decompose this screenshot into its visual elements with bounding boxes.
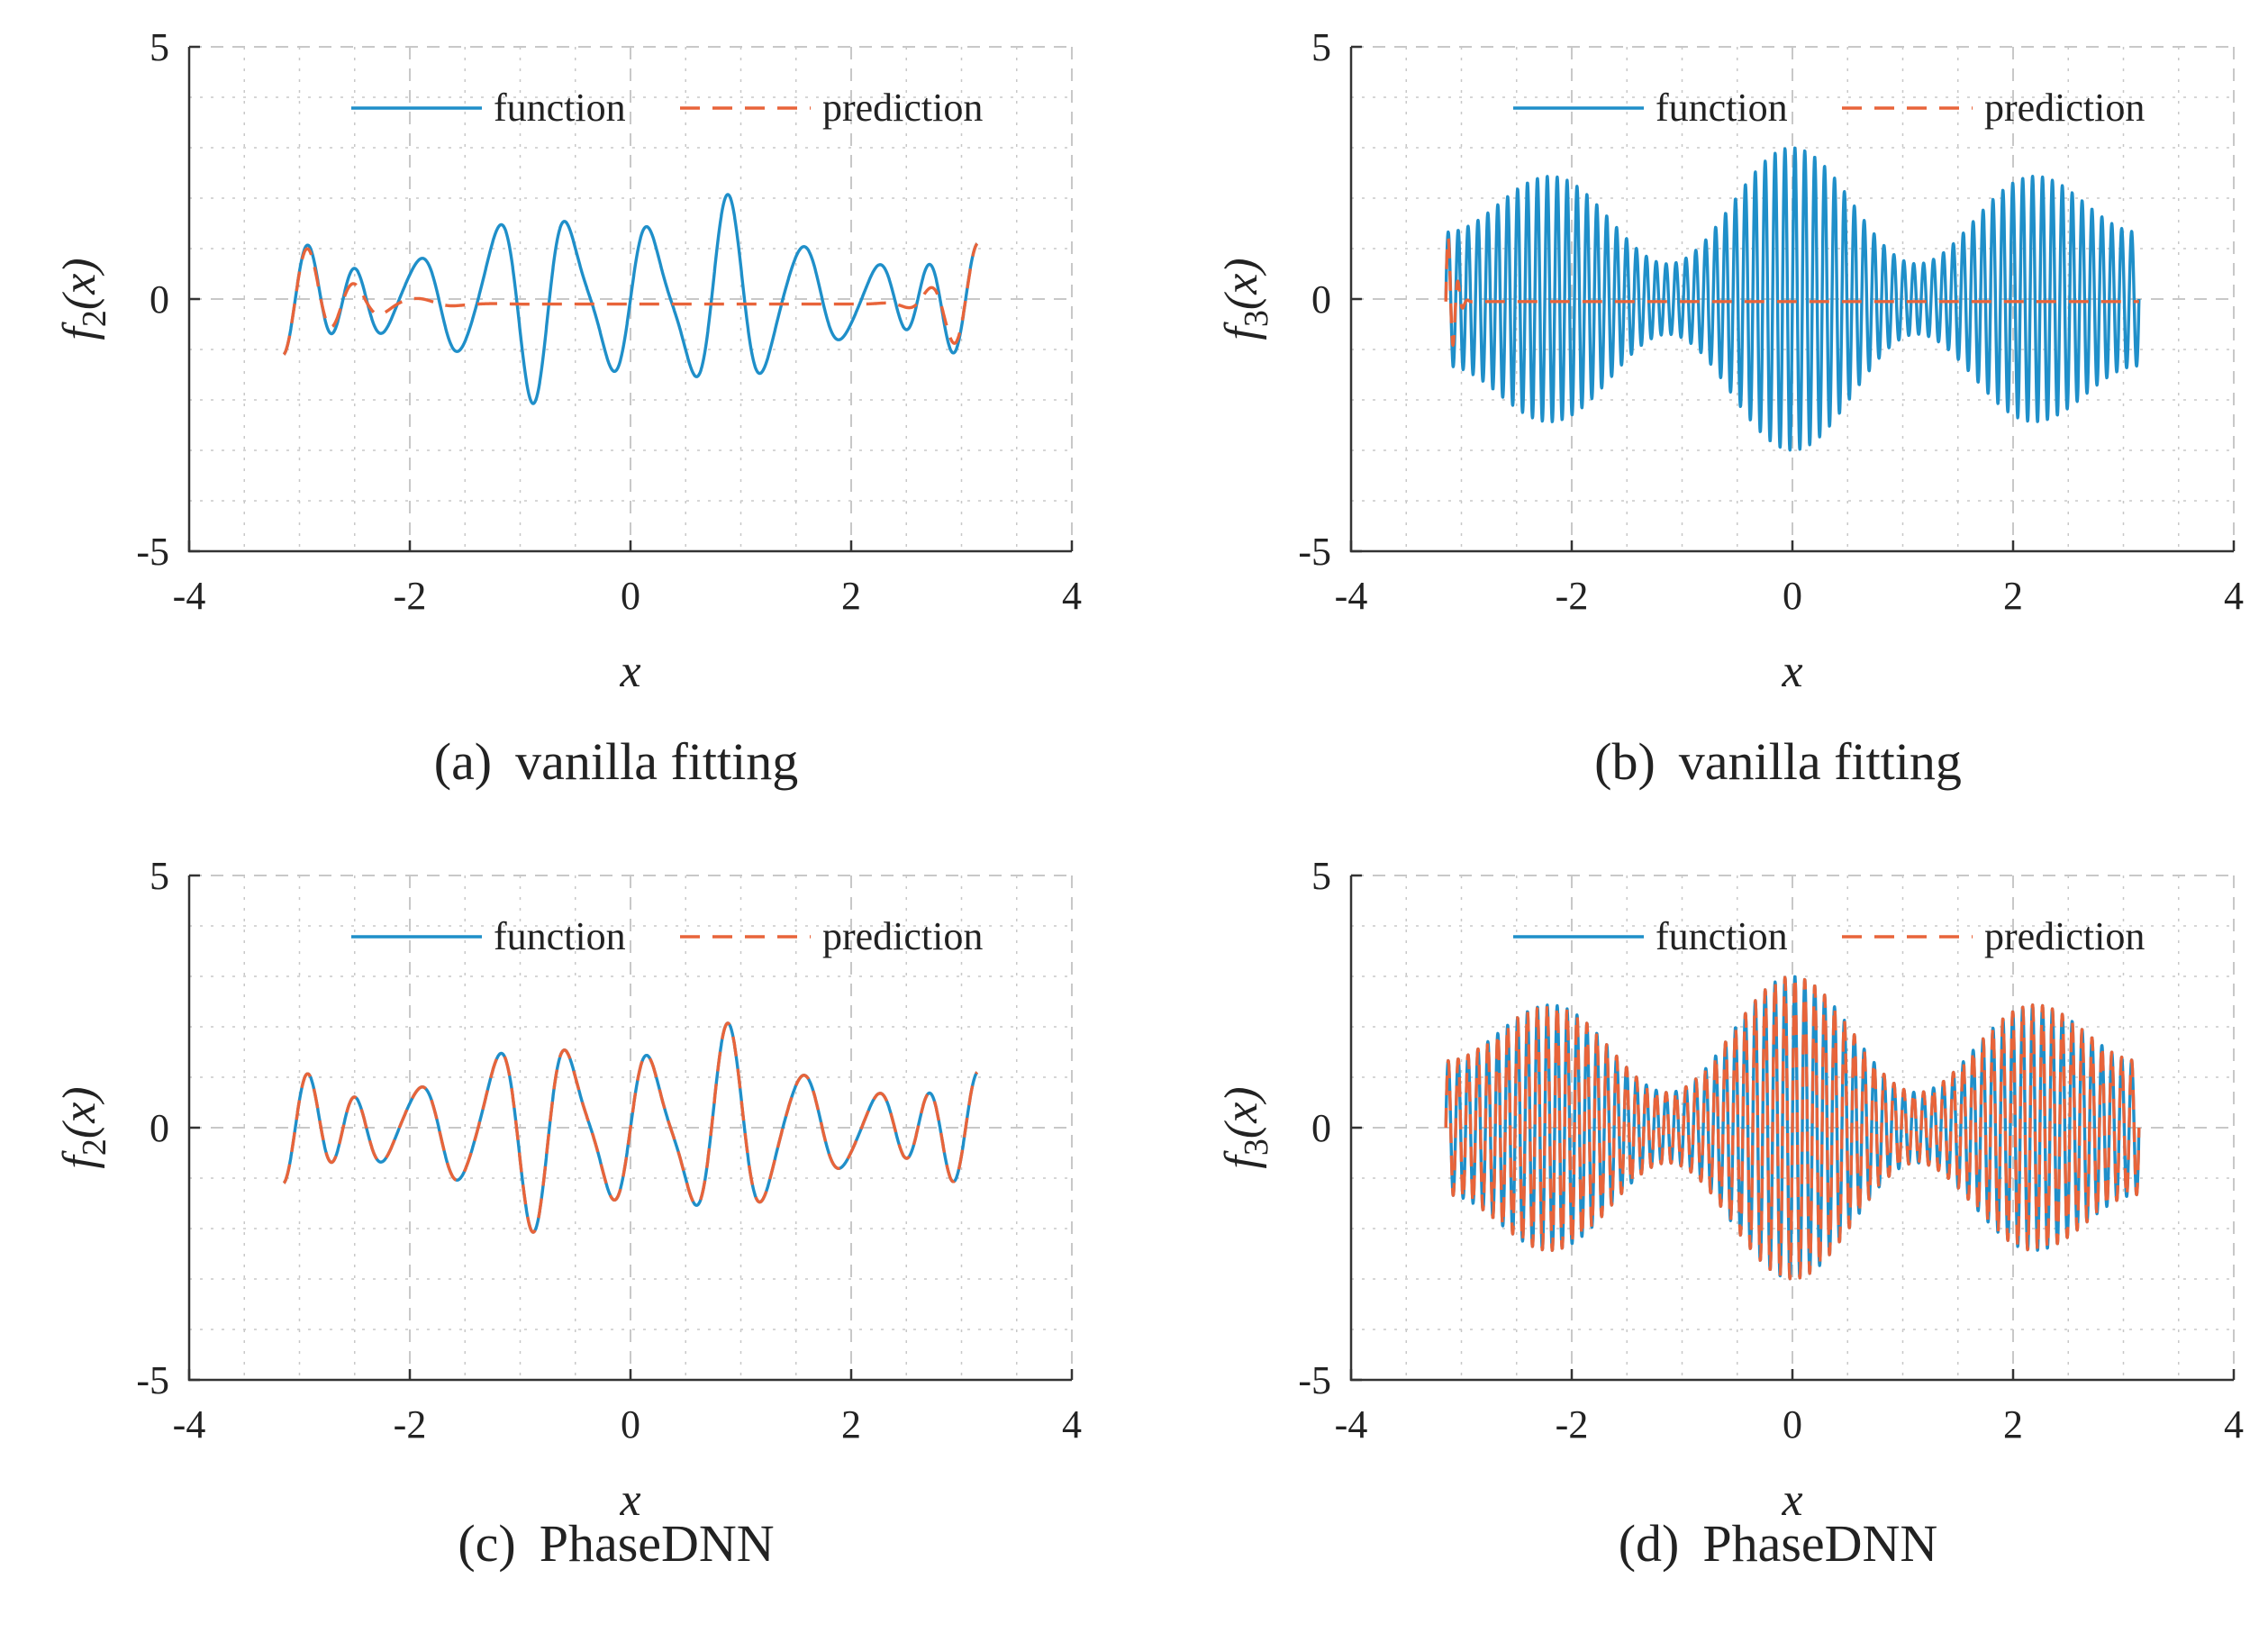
chart-panel-d: -4 -2 0 2 4 -5 0 5 x f3(x) function prediction (d) Ph… [1162, 829, 2268, 1651]
x-tick-label: 2 [841, 574, 861, 618]
x-axis-title: x [619, 646, 640, 697]
caption-tag: (d) [1618, 1514, 1680, 1573]
chart-panel-b: -4 -2 0 2 4 -5 0 5 x f3(x) function prediction (b) va… [1162, 0, 2268, 822]
caption-tag: (a) [433, 732, 493, 791]
x-tick-label: 0 [1783, 574, 1802, 618]
x-tick-label: 2 [841, 1402, 861, 1447]
chart-svg-c: -4 -2 0 2 4 -5 0 5 x f2(x) function prediction [54, 854, 1082, 1526]
chart-svg-d: -4 -2 0 2 4 -5 0 5 x f3(x) function prediction [1216, 854, 2244, 1526]
x-tick-label: -2 [1556, 574, 1589, 618]
x-tick-label: 2 [2003, 574, 2023, 618]
x-axis-title: x [1781, 1474, 1802, 1526]
caption-tag: (b) [1594, 732, 1656, 791]
y-tick-label: 5 [150, 25, 169, 69]
y-axis-title: f3(x) [1216, 258, 1275, 340]
legend-label-function: function [494, 86, 626, 130]
y-tick-label: 5 [150, 854, 169, 898]
series-line-prediction [1444, 236, 2141, 347]
caption-text: vanilla fitting [1678, 732, 1962, 791]
legend-label-prediction: prediction [1984, 86, 2145, 130]
x-tick-label: -2 [394, 1402, 427, 1447]
panel-caption: (b) vanilla fitting [1162, 731, 2268, 792]
x-axis-title: x [1781, 646, 1802, 697]
series-line-function [1444, 146, 2141, 452]
panel-caption: (c) PhaseDNN [0, 1513, 1106, 1574]
y-axis-title: f2(x) [54, 1086, 113, 1168]
y-tick-label: -5 [136, 530, 169, 574]
y-tick-label: 0 [1311, 1106, 1331, 1150]
legend: function prediction [351, 86, 983, 130]
legend: function prediction [351, 914, 983, 958]
chart-panel-c: -4 -2 0 2 4 -5 0 5 x f2(x) function prediction (c) Ph… [0, 829, 1134, 1651]
x-tick-label: 4 [1062, 574, 1082, 618]
caption-text: vanilla fitting [515, 732, 799, 791]
caption-tag: (c) [458, 1514, 516, 1573]
chart-svg-a: -4 -2 0 2 4 -5 0 5 x f2(x) function prediction [54, 25, 1082, 697]
x-tick-label: -4 [1335, 574, 1368, 618]
y-axis-title: f2(x) [54, 258, 113, 340]
x-tick-label: 0 [621, 574, 640, 618]
x-tick-label: 2 [2003, 1402, 2023, 1447]
series-line-function [282, 193, 979, 405]
x-tick-label: -4 [1335, 1402, 1368, 1447]
x-tick-label: -4 [173, 574, 206, 618]
series-line-prediction [282, 1021, 979, 1234]
caption-text: PhaseDNN [539, 1514, 775, 1573]
panel-caption: (d) PhaseDNN [1162, 1513, 2268, 1574]
y-tick-label: 5 [1311, 854, 1331, 898]
legend: function prediction [1513, 914, 2145, 958]
y-tick-label: 5 [1311, 25, 1331, 69]
x-tick-label: 0 [1783, 1402, 1802, 1447]
y-tick-label: 0 [1311, 277, 1331, 322]
x-tick-label: 0 [621, 1402, 640, 1447]
legend-label-prediction: prediction [822, 914, 983, 958]
legend-label-prediction: prediction [822, 86, 983, 130]
x-tick-label: 4 [2224, 574, 2244, 618]
y-tick-label: -5 [1298, 530, 1331, 574]
y-tick-label: -5 [136, 1358, 169, 1402]
chart-panel-a: -4 -2 0 2 4 -5 0 5 x f2(x) function prediction (a) va… [0, 0, 1134, 822]
y-tick-label: 0 [150, 1106, 169, 1150]
series-line-prediction [282, 242, 979, 356]
legend: function prediction [1513, 86, 2145, 130]
x-tick-label: -4 [173, 1402, 206, 1447]
y-tick-label: 0 [150, 277, 169, 322]
caption-text: PhaseDNN [1702, 1514, 1938, 1573]
legend-label-function: function [1656, 914, 1788, 958]
x-tick-label: 4 [2224, 1402, 2244, 1447]
legend-label-function: function [494, 914, 626, 958]
legend-label-prediction: prediction [1984, 914, 2145, 958]
y-axis-title: f3(x) [1216, 1086, 1275, 1168]
x-tick-label: 4 [1062, 1402, 1082, 1447]
x-tick-label: -2 [1556, 1402, 1589, 1447]
y-tick-label: -5 [1298, 1358, 1331, 1402]
x-tick-label: -2 [394, 574, 427, 618]
series-line-prediction [1444, 975, 2141, 1281]
panel-caption: (a) vanilla fitting [0, 731, 1106, 792]
chart-svg-b: -4 -2 0 2 4 -5 0 5 x f3(x) function prediction [1216, 25, 2244, 697]
x-axis-title: x [619, 1474, 640, 1526]
legend-label-function: function [1656, 86, 1788, 130]
